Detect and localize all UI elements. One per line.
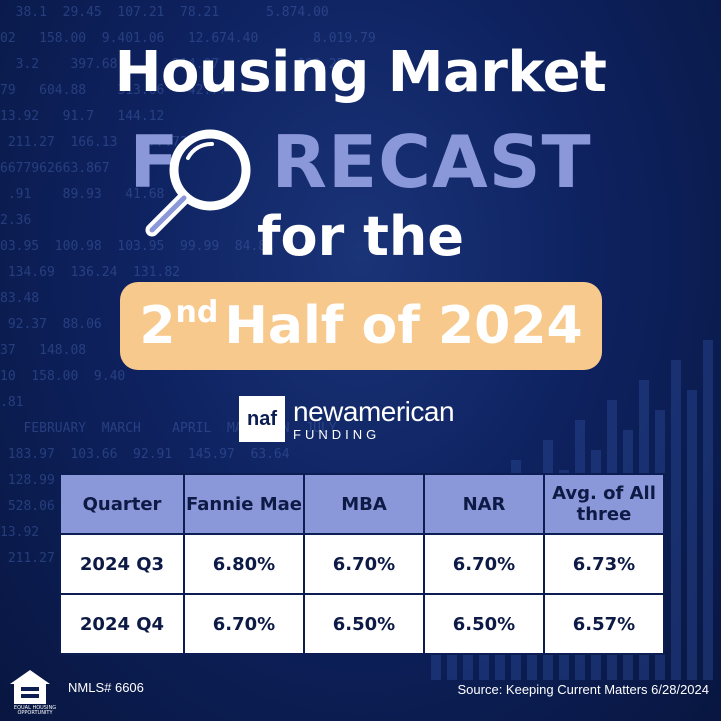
header-fannie-mae: Fannie Mae — [183, 473, 305, 535]
company-logo: naf newamerican FUNDING — [239, 395, 455, 442]
table-row: 2024 Q3 6.80% 6.70% 6.70% 6.73% — [59, 533, 665, 595]
highlight-ordinal-suffix: nd — [175, 294, 219, 330]
cell-fannie-mae: 6.70% — [183, 593, 305, 655]
table-row: 2024 Q4 6.70% 6.50% 6.50% 6.57% — [59, 593, 665, 655]
logo-mark: naf — [239, 396, 285, 442]
headline-for-the: for the — [257, 205, 464, 268]
magnifying-glass-icon — [145, 129, 251, 237]
cell-nar: 6.70% — [423, 533, 545, 595]
cell-quarter: 2024 Q4 — [59, 593, 185, 655]
header-nar: NAR — [423, 473, 545, 535]
cell-fannie-mae: 6.80% — [183, 533, 305, 595]
footer-left: EQUAL HOUSING OPPORTUNITY NMLS# 6606 — [8, 668, 144, 716]
highlight-ordinal: 2 — [139, 296, 176, 356]
logo-name: newamerican — [293, 395, 455, 427]
rate-forecast-table: Quarter Fannie Mae MBA NAR Avg. of All t… — [59, 473, 665, 655]
equal-housing-label: EQUAL HOUSING OPPORTUNITY — [13, 705, 57, 716]
cell-mba: 6.70% — [303, 533, 425, 595]
cell-mba: 6.50% — [303, 593, 425, 655]
nmls-number: NMLS# 6606 — [68, 679, 144, 695]
highlight-text: Half of 2024 — [224, 296, 583, 356]
equal-housing-icon — [10, 670, 50, 704]
cell-average: 6.57% — [543, 593, 665, 655]
header-average: Avg. of All three — [543, 473, 665, 535]
cell-nar: 6.50% — [423, 593, 545, 655]
source-credit: Source: Keeping Current Matters 6/28/202… — [457, 682, 709, 697]
header-mba: MBA — [303, 473, 425, 535]
header-quarter: Quarter — [59, 473, 185, 535]
cell-quarter: 2024 Q3 — [59, 533, 185, 595]
cell-average: 6.73% — [543, 533, 665, 595]
headline-forecast-suffix: RECAST — [271, 120, 592, 204]
logo-sub: FUNDING — [293, 426, 381, 442]
headline-housing-market: Housing Market — [114, 40, 607, 105]
headline-forecast: F RECAST — [0, 120, 721, 204]
table-header-row: Quarter Fannie Mae MBA NAR Avg. of All t… — [59, 473, 665, 535]
